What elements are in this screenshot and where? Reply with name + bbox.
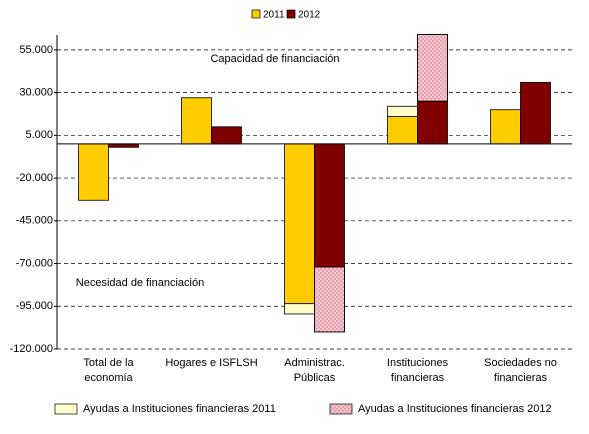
x-tick-label: Hogares e ISFLSH xyxy=(165,357,258,369)
y-tick-label: 5.000 xyxy=(25,129,53,141)
y-tick-label: -20.000 xyxy=(16,172,53,184)
x-tick-label: Total de la economía xyxy=(83,357,134,384)
bar-pattern xyxy=(314,266,345,333)
bar xyxy=(211,126,242,145)
bar xyxy=(284,143,315,305)
y-tick-label: -120.000 xyxy=(10,343,53,355)
legend-swatch xyxy=(54,403,78,415)
legend-pattern xyxy=(330,404,352,414)
legend-label: Ayudas a Instituciones financieras 2011 xyxy=(83,403,276,415)
legend-swatch xyxy=(286,9,296,19)
annotation: Capacidad de financiación xyxy=(210,53,339,65)
bar xyxy=(417,100,448,145)
legend-swatch xyxy=(251,9,261,19)
bar xyxy=(387,105,418,117)
legend-label: Ayudas a Instituciones financieras 2012 xyxy=(358,403,552,415)
x-tick-label: Administrac. Públicas xyxy=(284,357,345,384)
bar xyxy=(181,97,212,145)
y-tick-label: -45.000 xyxy=(16,215,53,227)
y-tick-label: 55.000 xyxy=(19,44,53,56)
bar xyxy=(108,143,139,148)
y-tick-label: 30.000 xyxy=(19,87,53,99)
bar xyxy=(284,303,315,315)
bar xyxy=(314,143,345,268)
x-tick-label: Instituciones financieras xyxy=(386,357,449,384)
bar-pattern xyxy=(417,34,448,102)
bar xyxy=(520,81,551,145)
legend-label: 2012 xyxy=(298,10,321,21)
x-tick-label: Sociedades no financieras xyxy=(484,357,557,384)
bar xyxy=(490,109,521,145)
annotation: Necesidad de financiación xyxy=(76,277,204,289)
y-tick-label: -95.000 xyxy=(16,300,53,312)
bar xyxy=(387,116,418,145)
y-tick-label: -70.000 xyxy=(16,257,53,269)
bar xyxy=(78,143,109,201)
legend-label: 2011 xyxy=(263,10,285,21)
